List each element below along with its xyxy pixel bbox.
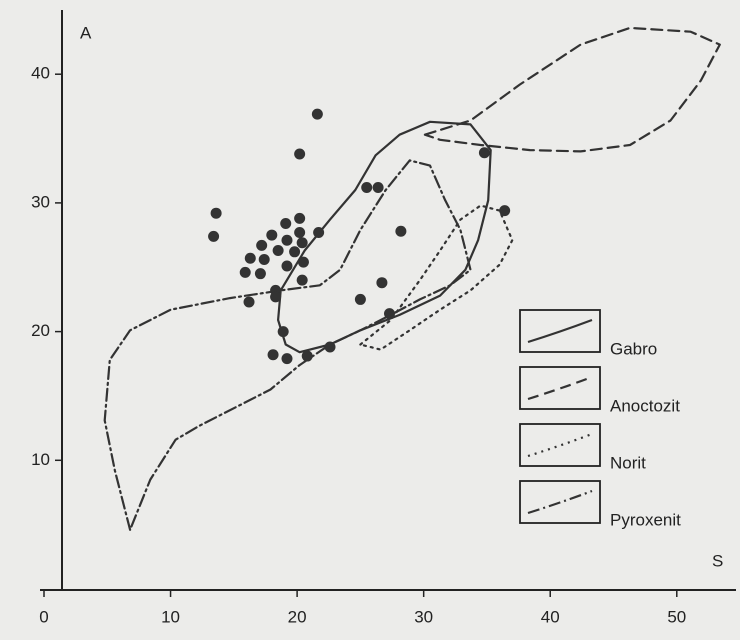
point [210,207,222,219]
legend-box [519,423,601,467]
point [294,227,306,239]
point [296,274,308,286]
x-axis-label: S [712,551,723,570]
point [376,277,388,289]
point [256,239,268,251]
y-axis-label: A [80,23,92,42]
point [270,291,282,303]
point [266,229,278,241]
y-tick-label: 20 [31,321,50,340]
point [354,293,366,305]
point [267,349,279,361]
legend-sample [527,318,593,344]
legend-box [519,366,601,410]
point [294,148,306,160]
legend-label: Pyroxenit [610,510,681,529]
region-outline [103,159,472,531]
point [294,212,306,224]
region-outline [277,120,492,354]
legend-label: Norit [610,453,646,472]
point [372,181,384,193]
point [384,308,395,320]
legend-sample [527,375,593,401]
point [281,353,293,365]
region-outline [359,204,514,351]
x-tick-label: 40 [541,607,560,626]
point [311,108,323,120]
point [297,256,309,268]
point [258,254,270,266]
point [296,237,308,249]
point [499,205,511,217]
point [239,266,251,278]
legend-box [519,309,601,353]
point [361,181,373,193]
point [244,252,256,264]
legend-box [519,480,601,524]
x-tick-label: 20 [288,607,307,626]
point [289,246,301,258]
point [313,227,325,239]
legend-label: Anoctozit [610,396,680,415]
point [280,217,292,229]
point [208,230,220,242]
point [272,245,284,257]
point [301,350,313,362]
point [324,341,336,353]
point [395,225,407,237]
point [243,296,255,308]
x-tick-label: 0 [39,607,48,626]
y-tick-label: 10 [31,450,50,469]
point [281,234,293,246]
y-tick-label: 40 [31,64,50,83]
point [281,260,293,272]
x-tick-label: 10 [161,607,180,626]
x-tick-label: 50 [667,607,686,626]
x-tick-label: 30 [414,607,433,626]
point [478,147,490,159]
point [277,326,289,338]
legend-label: Gabro [610,339,657,358]
y-tick-label: 30 [31,192,50,211]
region-outline [423,26,721,153]
point [254,268,266,280]
legend-sample [527,489,593,515]
